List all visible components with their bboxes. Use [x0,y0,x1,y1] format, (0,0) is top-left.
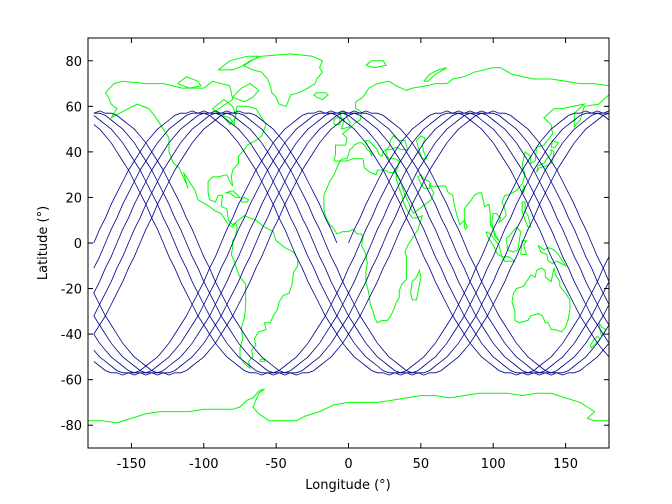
ground-track-segment [93,110,609,376]
ground-track-segment [93,110,338,335]
y-axis-title: Latitude (°) [36,206,51,280]
coastline-hudson-bay [212,98,237,126]
coastline-cuba [225,190,242,198]
coastline-new-guinea [537,244,568,268]
y-tick-label: 60 [65,100,82,115]
coastline-antarctica [88,388,609,424]
coastline-borneo [505,226,522,253]
coastline-novaya-zemlya [423,67,448,82]
coastline-sri-lanka [463,220,468,231]
coastline-svalbard [365,60,387,69]
x-tick-label: -50 [266,457,287,472]
ground-track-segment [93,110,609,376]
ground-track-segment [93,110,609,376]
x-tick-label: -150 [117,457,147,472]
tick-layer: -150 -100 -50 0 50 100 150 -80 -60 -40 -20 0 20 40 60 8… [61,38,609,472]
coastline-falklands [259,358,266,362]
y-tick-label: 20 [65,191,82,206]
coastline-taiwan [521,185,526,194]
ground-track-segment [93,110,609,376]
ground-track-segment [93,110,609,376]
ground-track-segment [93,110,609,376]
coastline-java [501,256,517,262]
y-tick-label: -20 [61,283,82,298]
y-tick-label: 0 [74,237,82,252]
coastline-philippines [521,201,532,228]
ground-track-segment [93,110,609,376]
x-tick-label: 100 [481,457,506,472]
coastline-africa [323,158,424,324]
coastline-hokkaido [550,139,560,148]
ground-track-segment [348,110,609,358]
coastline-baffin [232,83,260,103]
ground-track-segment [93,110,609,376]
ground-track-segment [93,110,609,376]
coastline-ellesmere [217,55,261,71]
coastline-hispaniola [240,196,250,203]
coastline-sumatra [485,231,503,258]
x-axis-title: Longitude (°) [305,478,390,493]
coastline-victoria-island [177,76,202,89]
coastline-eurasia [333,67,609,242]
ground-track-segment [93,110,609,376]
coastline-greenland [242,53,324,107]
coastline-australia [511,267,571,333]
coastline-caspian [416,135,428,160]
coastline-ireland [333,117,341,126]
ground-track-segment [93,110,609,376]
coastline-layer [88,53,609,424]
y-tick-label: -60 [61,374,82,389]
x-tick-label: 0 [344,457,352,472]
coastline-iceland [313,92,330,101]
ground-track-layer [93,110,609,376]
x-tick-label: -100 [189,457,219,472]
x-tick-label: 50 [413,457,430,472]
coastline-madagascar [410,268,422,301]
y-tick-label: 40 [65,146,82,161]
y-tick-label: 80 [65,55,82,70]
ground-track-segment [93,110,609,376]
y-tick-label: -80 [61,419,82,434]
coastline-japan [536,148,555,173]
coastline-south-america [230,215,299,370]
x-tick-label: 150 [553,457,578,472]
y-tick-label: -40 [61,328,82,343]
